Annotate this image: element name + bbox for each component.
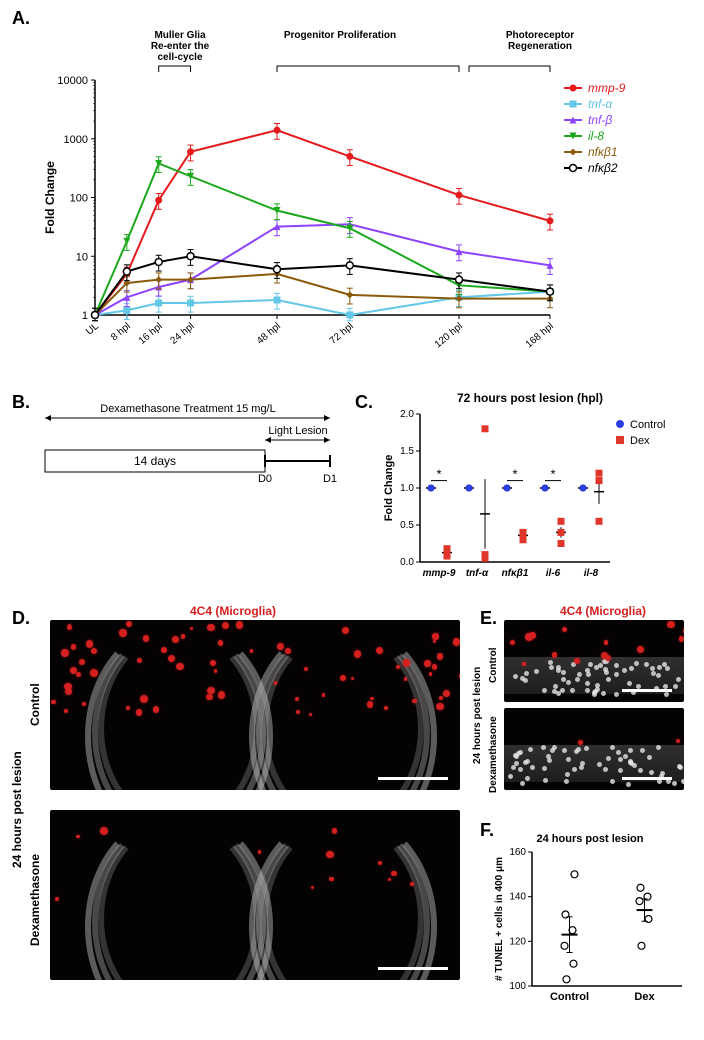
- svg-text:il-8: il-8: [584, 568, 599, 579]
- svg-text:mmp-9: mmp-9: [588, 81, 626, 95]
- svg-text:nfκβ2: nfκβ2: [588, 161, 618, 175]
- svg-text:10000: 10000: [57, 75, 88, 87]
- svg-text:Re-enter the: Re-enter the: [151, 41, 210, 52]
- svg-text:mmp-9: mmp-9: [423, 568, 456, 579]
- panel-label-b: B.: [12, 392, 30, 413]
- svg-text:Regeneration: Regeneration: [508, 41, 572, 52]
- svg-text:24 hours post lesion: 24 hours post lesion: [537, 833, 644, 845]
- svg-text:48 hpl: 48 hpl: [255, 321, 283, 347]
- svg-text:1.5: 1.5: [400, 446, 414, 457]
- svg-text:72 hpl: 72 hpl: [328, 321, 356, 347]
- panel-label-a: A.: [12, 8, 30, 29]
- svg-text:*: *: [436, 467, 441, 482]
- svg-text:1: 1: [82, 310, 88, 322]
- svg-text:14 days: 14 days: [134, 454, 176, 468]
- panel-e-image-control: [504, 620, 684, 702]
- svg-text:UL: UL: [84, 321, 101, 338]
- panel-e-row0-label: Control: [488, 630, 499, 700]
- svg-text:120 hpl: 120 hpl: [433, 321, 465, 351]
- svg-text:il-6: il-6: [546, 568, 561, 579]
- svg-text:tnf-α: tnf-α: [588, 97, 613, 111]
- svg-text:140: 140: [509, 892, 526, 903]
- svg-text:1000: 1000: [64, 134, 88, 146]
- svg-text:Fold Change: Fold Change: [383, 455, 395, 522]
- svg-text:cell-cycle: cell-cycle: [157, 52, 202, 63]
- svg-text:72 hours post lesion (hpl): 72 hours post lesion (hpl): [457, 391, 603, 405]
- svg-text:Dex: Dex: [630, 435, 650, 447]
- panel-label-d: D.: [12, 608, 30, 629]
- panel-d-title: 4C4 (Microglia): [190, 604, 276, 618]
- svg-text:# TUNEL + cells in 400 μm: # TUNEL + cells in 400 μm: [494, 857, 505, 981]
- svg-text:Progenitor Proliferation: Progenitor Proliferation: [284, 30, 396, 41]
- svg-text:Photoreceptor: Photoreceptor: [506, 30, 574, 41]
- svg-text:*: *: [512, 467, 517, 482]
- panel-d-side-label: 24 hours post lesion: [10, 700, 24, 920]
- svg-text:nfκβ1: nfκβ1: [502, 568, 529, 579]
- svg-text:1.0: 1.0: [400, 483, 414, 494]
- svg-text:2.0: 2.0: [400, 409, 414, 420]
- svg-text:120: 120: [509, 936, 526, 947]
- panel-d-image-control: [50, 620, 460, 790]
- svg-text:Muller Glia: Muller Glia: [154, 30, 206, 41]
- svg-text:Dex: Dex: [634, 991, 655, 1003]
- svg-text:tnf-β: tnf-β: [588, 113, 612, 127]
- svg-text:160: 160: [509, 847, 526, 858]
- panel-d-image-dex: [50, 810, 460, 980]
- panel-e-side-label: 24 hours post lesion: [472, 640, 483, 790]
- svg-text:D1: D1: [323, 473, 337, 485]
- svg-text:*: *: [550, 467, 555, 482]
- figure: A. 1 10 100 1000 10000 Fold Change UL 8 hpl16 h…: [0, 0, 704, 1040]
- svg-text:Fold Change: Fold Change: [43, 161, 57, 234]
- panel-e-image-dex: [504, 708, 684, 790]
- svg-text:Light Lesion: Light Lesion: [268, 425, 327, 437]
- svg-text:tnf-α: tnf-α: [466, 568, 489, 579]
- svg-text:168 hpl: 168 hpl: [524, 321, 556, 351]
- svg-text:Control: Control: [550, 991, 589, 1003]
- svg-text:D0: D0: [258, 473, 272, 485]
- svg-text:Dexamethasone Treatment 15 mg/: Dexamethasone Treatment 15 mg/L: [100, 403, 275, 415]
- svg-text:Control: Control: [630, 419, 665, 431]
- panel-c-chart: 72 hours post lesion (hpl) 0.0 0.5 1.0 1.5 2.…: [380, 390, 680, 590]
- svg-text:il-8: il-8: [588, 129, 604, 143]
- panel-label-c: C.: [355, 392, 373, 413]
- panel-e-images: 4C4 (Microglia) 24 hours post lesion Con…: [500, 620, 690, 800]
- svg-text:100: 100: [70, 193, 88, 205]
- svg-text:0.0: 0.0: [400, 557, 414, 568]
- panel-b-schematic: Dexamethasone Treatment 15 mg/L Light Les…: [40, 400, 340, 520]
- svg-text:8 hpl: 8 hpl: [109, 321, 133, 343]
- svg-text:10: 10: [76, 251, 88, 263]
- panel-e-title: 4C4 (Microglia): [560, 604, 646, 618]
- panel-d-row0-label: Control: [28, 660, 42, 750]
- panel-d-row1-label: Dexamethasone: [28, 830, 42, 970]
- panel-d-images: 24 hours post lesion 4C4 (Microglia) Con…: [40, 620, 470, 990]
- panel-a-chart: 1 10 100 1000 10000 Fold Change UL 8 hpl16 hpl2…: [40, 30, 660, 360]
- svg-text:16 hpl: 16 hpl: [137, 321, 165, 347]
- svg-text:nfκβ1: nfκβ1: [588, 145, 618, 159]
- panel-e-row1-label: Dexamethasone: [488, 710, 499, 800]
- svg-text:24 hpl: 24 hpl: [169, 321, 197, 347]
- panel-label-e: E.: [480, 608, 497, 629]
- svg-text:100: 100: [509, 981, 526, 992]
- panel-f-chart: 24 hours post lesion 100 120 140 160 # TUNEL …: [490, 830, 690, 1010]
- svg-text:0.5: 0.5: [400, 520, 414, 531]
